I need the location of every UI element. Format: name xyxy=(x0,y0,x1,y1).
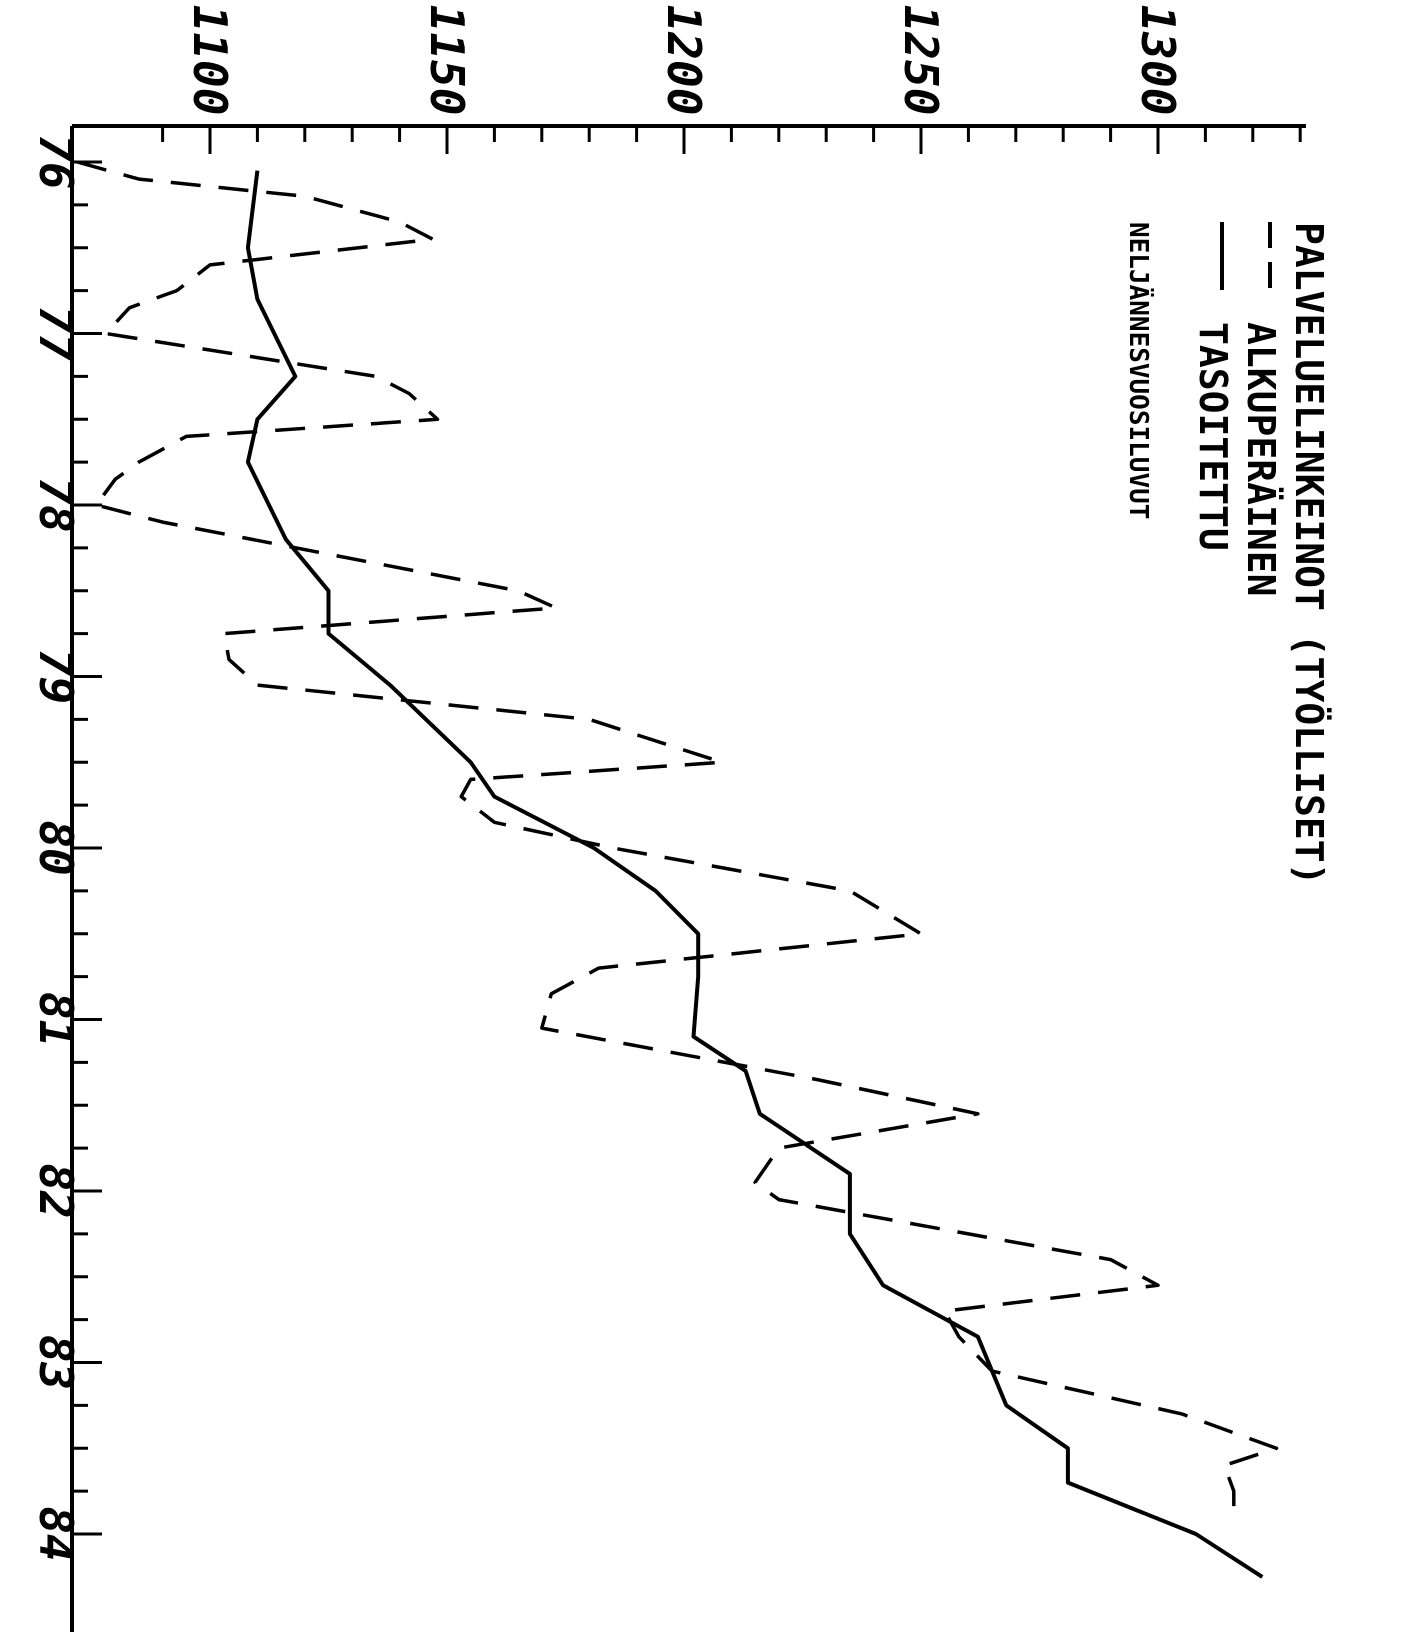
time-tick-label: 83 xyxy=(29,1335,83,1390)
time-tick-label: 79 xyxy=(29,649,83,704)
value-tick-label: 1150 xyxy=(420,5,474,116)
time-tick-label: 77 xyxy=(29,306,83,362)
value-tick-label: 1200 xyxy=(657,5,711,116)
time-tick-label: 80 xyxy=(29,820,83,875)
time-tick-label: 78 xyxy=(29,477,83,532)
time-tick-label: 82 xyxy=(29,1163,83,1218)
legend-entry-original: ALKUPERÄINEN xyxy=(1239,322,1283,597)
series-line-smoothed xyxy=(245,170,1264,1579)
axis-layer: 1100 1150 1200 1250 1300 76 77 78 79 80 81 82 83 84 xyxy=(29,5,1306,1632)
chart-title: PALVELUELINKEINOT (TYÖLLISET) xyxy=(1287,222,1331,885)
time-tick-label: 84 xyxy=(29,1506,83,1561)
value-tick-label: 1100 xyxy=(183,5,237,116)
value-tick-label: 1250 xyxy=(894,5,948,116)
chart-note: NELJÄNNESVUOSILUVUT xyxy=(1123,222,1155,519)
legend: PALVELUELINKEINOT (TYÖLLISET) ALKUPERÄIN… xyxy=(1123,222,1331,885)
time-tick-label: 81 xyxy=(29,992,83,1047)
series-line-original xyxy=(76,160,1279,1517)
series-layer xyxy=(76,160,1279,1579)
time-tick-label: 76 xyxy=(29,134,83,189)
value-tick-label: 1300 xyxy=(1131,5,1185,116)
legend-entry-smoothed: TASOITETTU xyxy=(1191,322,1235,551)
